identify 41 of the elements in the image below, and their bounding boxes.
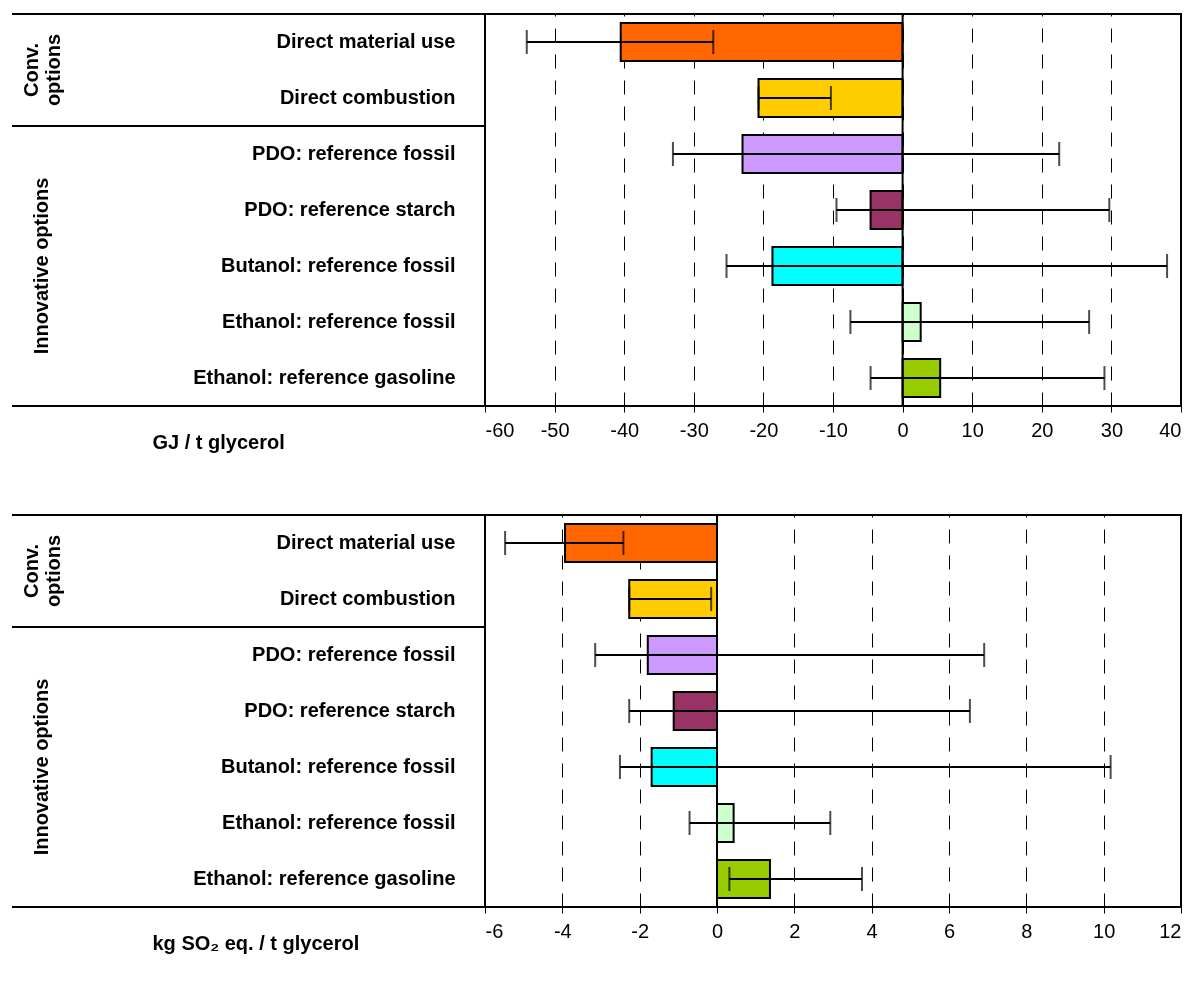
x-tick-label: 10 <box>1093 919 1116 942</box>
y-tick-label: Butanol: reference fossil <box>220 755 456 777</box>
y-tick-label: Direct combustion <box>279 587 456 609</box>
x-tick-label: -40 <box>610 418 640 441</box>
y-tick-label: Ethanol: reference gasoline <box>193 366 456 388</box>
text: Innovative options <box>30 678 52 856</box>
x-tick-label: 0 <box>897 418 909 441</box>
x-axis-title: kg SO₂ eq. / t glycerol <box>152 931 360 954</box>
x-tick-label: 20 <box>1031 418 1054 441</box>
y-tick-label: PDO: reference fossil <box>252 142 456 164</box>
x-tick-label: 0 <box>711 919 724 942</box>
x-tick-label: -60 <box>485 418 515 441</box>
x-axis-title: GJ / t glycerol <box>152 430 285 453</box>
y-tick-label: PDO: reference fossil <box>252 643 456 665</box>
x-tick-label: 4 <box>866 919 878 942</box>
y-tick-label: PDO: reference starch <box>244 198 456 220</box>
x-tick-label: 40 <box>1159 418 1182 441</box>
x-tick-label: 6 <box>943 919 956 942</box>
x-tick-label: -10 <box>819 418 848 441</box>
y-tick-label: Direct combustion <box>279 86 456 108</box>
text: Conv. options <box>20 534 64 608</box>
x-tick-label: -30 <box>679 418 709 441</box>
x-tick-label: -20 <box>749 418 779 441</box>
y-tick-label: Ethanol: reference gasoline <box>193 867 456 889</box>
y-tick-label: Butanol: reference fossil <box>220 254 456 276</box>
x-tick-label: 10 <box>961 418 984 441</box>
x-tick-label: 30 <box>1100 418 1124 441</box>
y-tick-label: Ethanol: reference fossil <box>222 310 456 332</box>
x-tick-label: -4 <box>553 919 572 942</box>
x-tick-label: 12 <box>1159 919 1182 942</box>
x-tick-label: 8 <box>1021 919 1033 942</box>
x-tick-label: -2 <box>631 919 650 942</box>
x-tick-label: -50 <box>540 418 570 441</box>
y-tick-label: Direct material use <box>276 30 456 52</box>
text: Conv. options <box>20 33 64 107</box>
text: Innovative options <box>30 177 52 355</box>
x-tick-label: 2 <box>789 919 801 942</box>
y-tick-label: Direct material use <box>276 531 456 553</box>
y-tick-label: Ethanol: reference fossil <box>222 811 456 833</box>
y-tick-label: PDO: reference starch <box>244 699 456 721</box>
x-tick-label: -6 <box>485 919 504 942</box>
